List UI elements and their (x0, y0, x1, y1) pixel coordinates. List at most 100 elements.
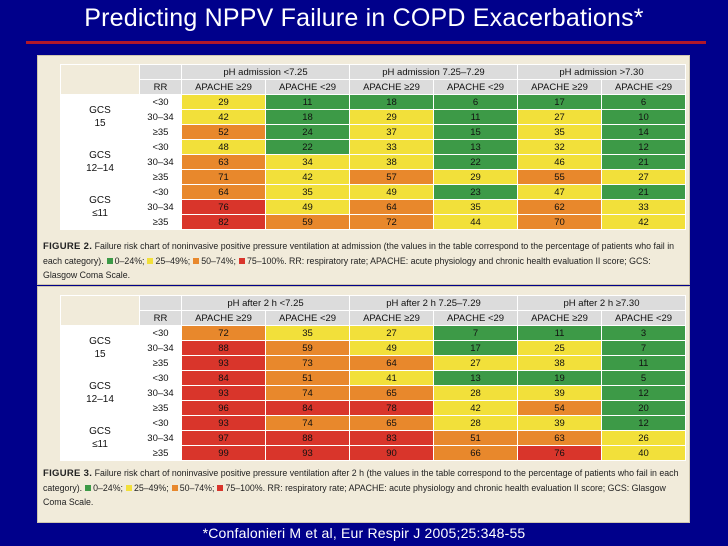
risk-cell: 21 (601, 184, 686, 200)
rr-value: 30–34 (139, 154, 182, 170)
table-row: ≥35 96 84 78 42 54 20 (61, 400, 686, 416)
risk-cell: 33 (349, 139, 434, 155)
risk-cell: 25 (517, 340, 602, 356)
gcs-label: GCS (89, 426, 111, 437)
risk-cell: 10 (601, 109, 686, 125)
risk-cell: 17 (517, 94, 602, 110)
risk-cell: 12 (601, 139, 686, 155)
caption-figure-label: FIGURE 2. (43, 241, 93, 252)
table-row: ≥35 52 24 37 15 35 14 (61, 124, 686, 140)
rr-value: 30–34 (139, 430, 182, 446)
rr-value: ≥35 (139, 355, 182, 371)
rr-value: ≥35 (139, 445, 182, 461)
risk-cell: 3 (601, 325, 686, 341)
risk-cell: 12 (601, 385, 686, 401)
gcs-group-label: GCS 12–14 (60, 139, 140, 185)
risk-cell: 18 (265, 109, 350, 125)
risk-cell: 12 (601, 415, 686, 431)
rr-value: <30 (139, 415, 182, 431)
slide-title: Predicting NPPV Failure in COPD Exacerba… (84, 4, 644, 32)
risk-cell: 20 (601, 400, 686, 416)
risk-cell: 73 (265, 355, 350, 371)
risk-cell: 57 (349, 169, 434, 185)
header-blank (60, 64, 140, 95)
risk-cell: 65 (349, 415, 434, 431)
caption-text: Failure risk chart of noninvasive positi… (43, 241, 675, 266)
risk-cell: 19 (517, 370, 602, 386)
gcs-value: 12–14 (86, 163, 114, 174)
apache-header: APACHE ≥29 (517, 79, 602, 95)
rr-value: 30–34 (139, 385, 182, 401)
legend-swatch (238, 258, 245, 264)
risk-cell: 88 (265, 430, 350, 446)
risk-cell: 93 (181, 415, 266, 431)
table-row: GCS 12–14 <30 48 22 33 13 32 12 (60, 139, 686, 185)
table-row: 30–34 63 34 38 22 46 21 (61, 154, 686, 170)
ph-header: pH admission 7.25–7.29 (349, 64, 518, 80)
gcs-value: 12–14 (86, 394, 114, 405)
risk-cell: 64 (181, 184, 266, 200)
apache-header: APACHE <29 (265, 310, 350, 326)
risk-cell: 35 (265, 325, 350, 341)
risk-cell: 22 (265, 139, 350, 155)
risk-cell: 51 (265, 370, 350, 386)
risk-cell: 88 (181, 340, 266, 356)
risk-cell: 35 (265, 184, 350, 200)
rr-header: RR (139, 310, 182, 326)
risk-cell: 34 (265, 154, 350, 170)
risk-cell: 5 (601, 370, 686, 386)
risk-cell: 44 (433, 214, 518, 230)
gcs-group-label: GCS 15 (60, 94, 140, 140)
table-row: GCS 15 <30 29 11 18 6 17 6 (60, 94, 686, 140)
table-row: 30–34 88 59 49 17 25 7 (61, 340, 686, 356)
ph-header: pH admission <7.25 (181, 64, 350, 80)
risk-cell: 93 (181, 355, 266, 371)
risk-cell: 82 (181, 214, 266, 230)
header-blank (139, 64, 182, 80)
risk-cell: 93 (181, 385, 266, 401)
figure-3-risk-table: pH after 2 h <7.25 pH after 2 h 7.25–7.29… (60, 295, 686, 461)
table-row: ≥35 71 42 57 29 55 27 (61, 169, 686, 185)
figure-3-caption: FIGURE 3. Failure risk chart of noninvas… (43, 466, 683, 509)
gcs-group-label: GCS ≤11 (60, 415, 140, 461)
table-row: 30–34 93 74 65 28 39 12 (61, 385, 686, 401)
risk-cell: 71 (181, 169, 266, 185)
gcs-value: ≤11 (92, 439, 108, 450)
gcs-label: GCS (89, 336, 111, 347)
risk-cell: 18 (349, 94, 434, 110)
table-row: 30–34 76 49 64 35 62 33 (61, 199, 686, 215)
apache-header: APACHE ≥29 (517, 310, 602, 326)
table-row: ≥35 93 73 64 27 38 11 (61, 355, 686, 371)
rr-value: 30–34 (139, 199, 182, 215)
apache-header: APACHE ≥29 (349, 310, 434, 326)
risk-cell: 39 (517, 385, 602, 401)
gcs-label: GCS (89, 195, 111, 206)
gcs-label: GCS (89, 105, 111, 116)
risk-cell: 42 (181, 109, 266, 125)
risk-cell: 42 (265, 169, 350, 185)
figure-2-risk-table: pH admission <7.25 pH admission 7.25–7.29… (60, 64, 686, 230)
legend-swatch (217, 485, 224, 491)
risk-cell: 51 (433, 430, 518, 446)
risk-cell: 29 (181, 94, 266, 110)
table-row: GCS 15 <30 72 35 27 7 11 3 (60, 325, 686, 371)
rr-value: ≥35 (139, 400, 182, 416)
header-blank (139, 295, 182, 311)
risk-cell: 6 (601, 94, 686, 110)
risk-cell: 13 (433, 370, 518, 386)
risk-cell: 29 (349, 109, 434, 125)
risk-cell: 70 (517, 214, 602, 230)
rr-value: <30 (139, 325, 182, 341)
header-blank (60, 295, 140, 326)
apache-header: APACHE <29 (601, 79, 686, 95)
risk-cell: 46 (517, 154, 602, 170)
title-divider (26, 41, 706, 44)
risk-cell: 24 (265, 124, 350, 140)
risk-cell: 64 (349, 355, 434, 371)
apache-header: APACHE <29 (433, 79, 518, 95)
risk-cell: 49 (349, 184, 434, 200)
caption-abbreviations: RR: respiratory rate; APACHE: acute phys… (43, 256, 651, 280)
risk-cell: 42 (601, 214, 686, 230)
risk-cell: 49 (265, 199, 350, 215)
risk-cell: 93 (265, 445, 350, 461)
